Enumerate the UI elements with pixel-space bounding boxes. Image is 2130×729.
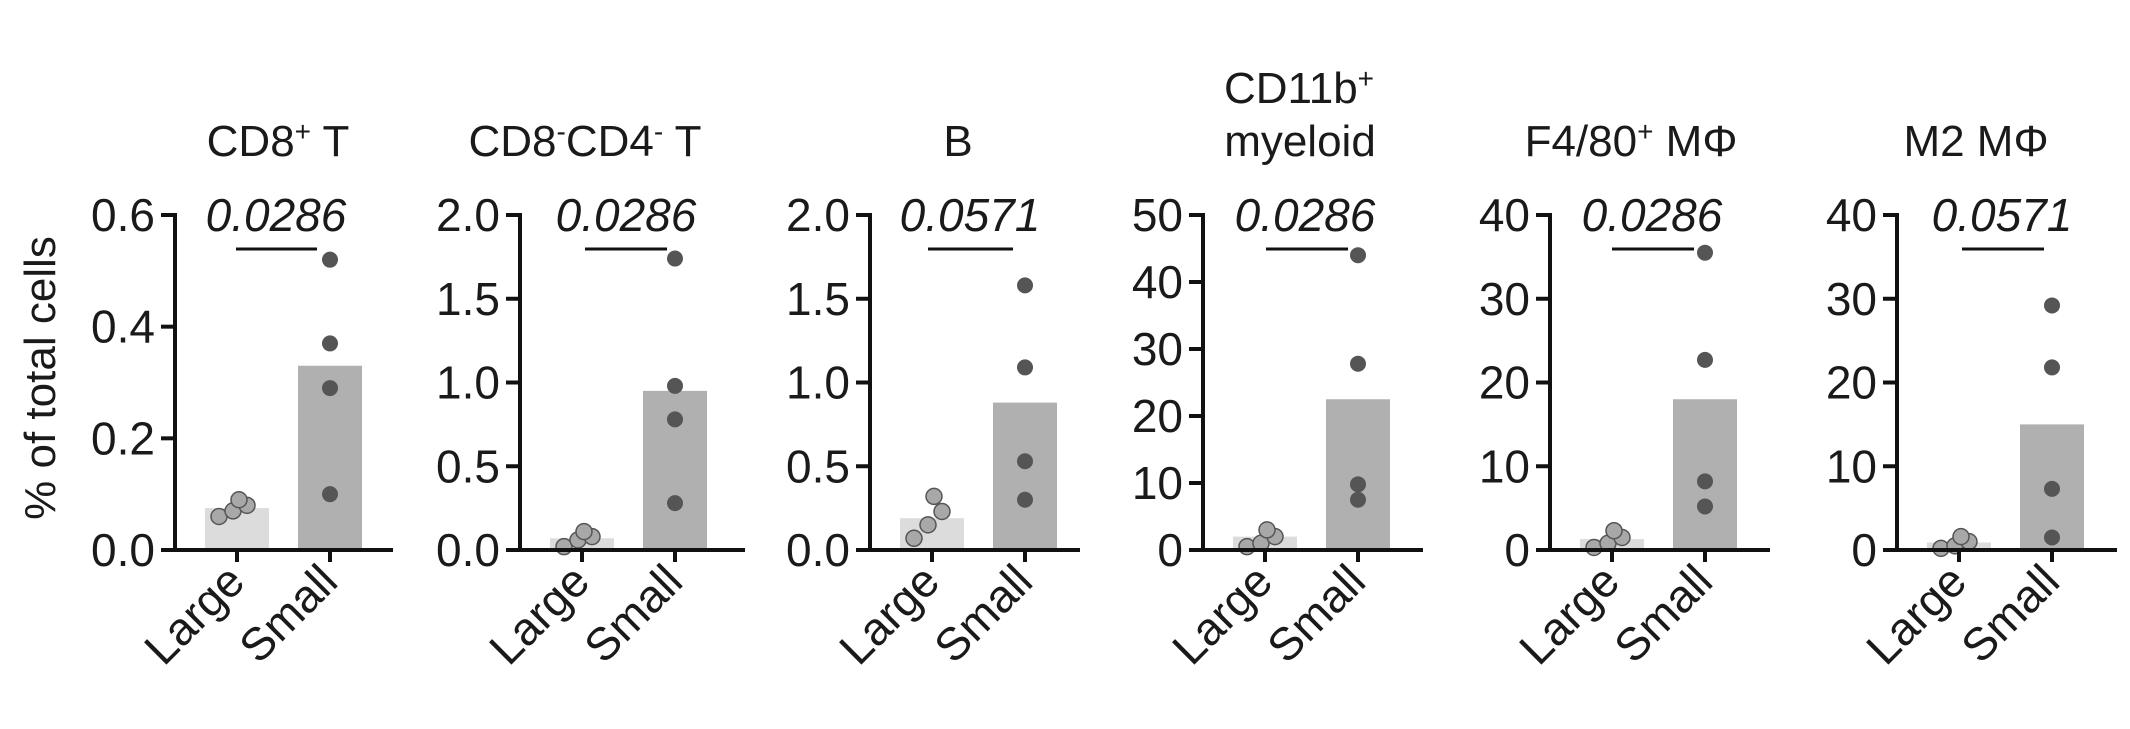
- y-tick-label: 20: [1826, 357, 1877, 409]
- data-point-large: [1258, 521, 1276, 539]
- y-tick-label: 40: [1826, 189, 1877, 241]
- data-point-large: [905, 529, 923, 548]
- x-category-label-small: Small: [229, 554, 347, 672]
- y-tick-label: 50: [1132, 189, 1183, 241]
- data-point-large: [575, 522, 593, 541]
- data-point-small: [1350, 247, 1366, 264]
- data-point-small: [1697, 473, 1713, 490]
- data-point-small: [1017, 491, 1033, 508]
- data-point-small: [1017, 359, 1033, 376]
- data-point-small: [667, 495, 683, 512]
- bar-small: [993, 402, 1057, 550]
- y-tick-label: 0.6: [91, 189, 155, 241]
- x-category-label-small: Small: [1604, 554, 1722, 672]
- bar-small: [1326, 399, 1390, 550]
- y-tick-label: 10: [1826, 440, 1877, 492]
- data-point-small: [1697, 498, 1713, 515]
- data-point-small: [1697, 244, 1713, 261]
- y-tick-label: 2.0: [436, 189, 500, 241]
- y-tick-label: 2.0: [786, 189, 850, 241]
- panel-title: M2 MΦ: [1903, 117, 2048, 166]
- y-tick-label: 30: [1826, 273, 1877, 325]
- y-tick-label: 0.5: [786, 440, 850, 492]
- data-point-small: [1697, 351, 1713, 368]
- p-value-label: 0.0571: [900, 189, 1041, 241]
- y-tick-label: 10: [1479, 440, 1530, 492]
- data-point-small: [322, 251, 338, 268]
- y-tick-label: 20: [1479, 357, 1530, 409]
- data-point-small: [1350, 355, 1366, 372]
- panel-title: F4/80+ MΦ: [1525, 116, 1738, 167]
- y-tick-label: 20: [1132, 390, 1183, 442]
- panel-title: B: [943, 117, 972, 166]
- data-point-large: [933, 502, 951, 521]
- data-point-large: [1605, 521, 1623, 540]
- x-category-label-small: Small: [1951, 554, 2069, 672]
- y-tick-label: 1.0: [436, 357, 500, 409]
- data-point-small: [1017, 277, 1033, 294]
- panel-title-line2: myeloid: [1224, 117, 1376, 166]
- y-tick-label: 1.0: [786, 357, 850, 409]
- y-tick-label: 0.0: [436, 524, 500, 576]
- y-tick-label: 1.5: [436, 273, 500, 325]
- y-tick-label: 0.0: [786, 524, 850, 576]
- data-point-large: [919, 516, 937, 534]
- data-point-small: [2044, 359, 2060, 376]
- data-point-small: [322, 486, 338, 503]
- panel-title: CD11b+: [1224, 63, 1374, 114]
- x-category-label-small: Small: [924, 554, 1042, 672]
- p-value-label: 0.0286: [1582, 189, 1723, 241]
- y-tick-label: 1.5: [786, 273, 850, 325]
- data-point-large: [1952, 527, 1970, 546]
- data-point-small: [2044, 480, 2060, 497]
- data-point-large: [925, 487, 943, 506]
- data-point-large: [230, 491, 248, 509]
- y-tick-label: 30: [1132, 323, 1183, 375]
- data-point-small: [667, 377, 683, 394]
- data-point-small: [667, 250, 683, 267]
- panel-title: CD8-CD4- T: [468, 116, 701, 167]
- x-category-label-small: Small: [574, 554, 692, 672]
- p-value-label: 0.0286: [1235, 189, 1376, 241]
- y-tick-label: 0: [1851, 524, 1877, 576]
- data-point-small: [1350, 476, 1366, 493]
- data-point-small: [322, 335, 338, 352]
- chart-panel-2: CD8-CD4- T 0.0286 0.00.51.01.52.0LargeSm…: [436, 116, 745, 674]
- y-tick-label: 0.5: [436, 440, 500, 492]
- data-point-small: [2044, 297, 2060, 314]
- y-tick-label: 0: [1157, 524, 1183, 576]
- panel-title: CD8+ T: [207, 116, 350, 167]
- x-category-label-small: Small: [1257, 554, 1375, 672]
- y-tick-label: 30: [1479, 273, 1530, 325]
- chart-panel-4: CD11b+ myeloid 0.0286 01020304050LargeSm…: [1132, 63, 1423, 674]
- y-tick-label: 0.0: [91, 524, 155, 576]
- y-tick-label: 0.4: [91, 301, 155, 353]
- y-tick-label: 0.2: [91, 412, 155, 464]
- y-tick-label: 40: [1479, 189, 1530, 241]
- data-point-small: [1350, 491, 1366, 508]
- p-value-label: 0.0286: [206, 189, 347, 241]
- data-point-small: [1017, 453, 1033, 470]
- p-value-label: 0.0286: [556, 189, 697, 241]
- data-point-small: [667, 411, 683, 428]
- y-tick-label: 10: [1132, 457, 1183, 509]
- bar-small: [298, 365, 362, 550]
- y-axis-label: % of total cells: [16, 236, 65, 520]
- y-tick-label: 0: [1504, 524, 1530, 576]
- y-tick-label: 40: [1132, 256, 1183, 308]
- data-point-small: [322, 380, 338, 397]
- p-value-label: 0.0571: [1932, 189, 2073, 241]
- data-point-small: [2044, 529, 2060, 546]
